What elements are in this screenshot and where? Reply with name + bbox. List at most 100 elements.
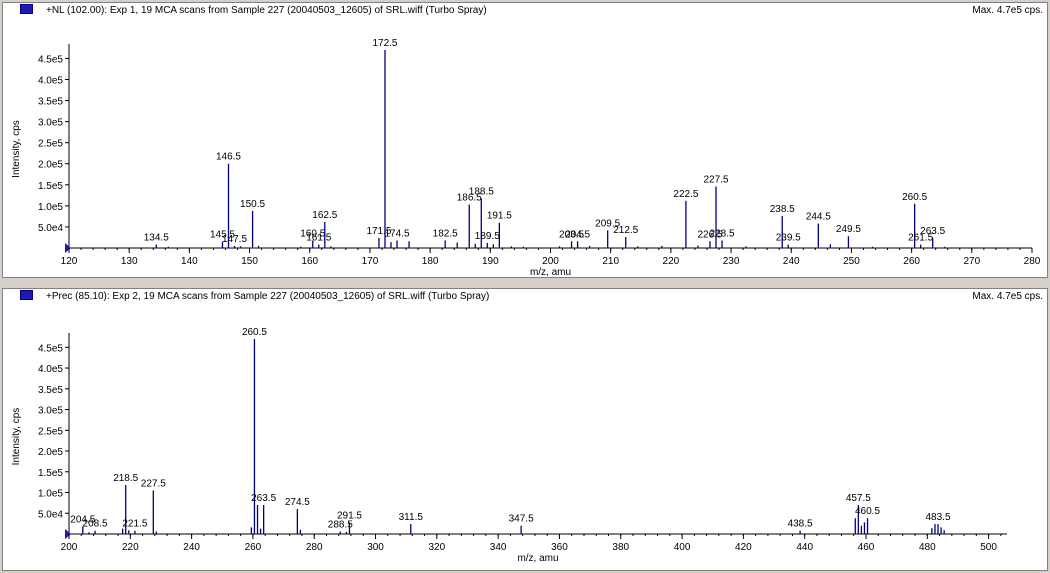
x-tick-label: 280 <box>306 542 323 553</box>
panel-header: +Prec (85.10): Exp 2, 19 MCA scans from … <box>3 289 1047 307</box>
peak-label: 438.5 <box>788 519 813 530</box>
x-axis-label: m/z, amu <box>530 267 571 277</box>
x-tick-label: 130 <box>121 256 138 267</box>
peak-label: 208.5 <box>83 519 108 530</box>
y-tick-label: 2.0e5 <box>38 160 63 171</box>
y-tick-label: 2.5e5 <box>38 426 63 437</box>
x-tick-label: 140 <box>181 256 198 267</box>
spectrum-panel-prec: +Prec (85.10): Exp 2, 19 MCA scans from … <box>2 288 1048 571</box>
peak-label: 291.5 <box>337 510 362 521</box>
spectrum-panel-nl: +NL (102.00): Exp 1, 19 MCA scans from S… <box>2 2 1048 278</box>
y-tick-label: 3.0e5 <box>38 406 63 417</box>
y-tick-label: 4.5e5 <box>38 343 63 354</box>
peak-label: 145.5 <box>210 230 235 241</box>
peak-label: 150.5 <box>240 199 265 210</box>
peak-label: 146.5 <box>216 152 241 163</box>
peak-label: 171.5 <box>366 226 391 237</box>
x-tick-label: 270 <box>963 256 980 267</box>
spectrum-chart-nl[interactable]: 5.0e4 1.0e5 1.5e5 2.0e5 2.5e5 3.0e5 3.5e5 4.0e5… <box>3 3 1047 277</box>
y-tick-label: 2.5e5 <box>38 139 63 150</box>
peak-label: 147.5 <box>222 234 247 245</box>
x-tick-label: 440 <box>796 542 813 553</box>
x-tick-label: 190 <box>482 256 499 267</box>
x-tick-label: 360 <box>551 542 568 553</box>
panel-title: +Prec (85.10): Exp 2, 19 MCA scans from … <box>46 291 490 302</box>
x-tick-label: 500 <box>980 542 997 553</box>
y-tick-label: 3.0e5 <box>38 118 63 129</box>
x-tick-label: 180 <box>422 256 439 267</box>
peak-label: 227.5 <box>704 174 729 185</box>
peak-label: 244.5 <box>806 212 831 223</box>
peak-label: 182.5 <box>433 228 458 239</box>
legend-swatch-icon[interactable] <box>20 4 33 14</box>
x-tick-label: 400 <box>674 542 691 553</box>
peak-label: 228.5 <box>710 228 735 239</box>
peak-label: 212.5 <box>613 225 638 236</box>
y-tick-label: 1.0e5 <box>38 489 63 500</box>
y-tick-label: 5.0e4 <box>38 223 63 234</box>
peak-label: 209.5 <box>595 218 620 229</box>
peak-label: 226.5 <box>697 229 722 240</box>
peak-label: 161.5 <box>306 233 331 244</box>
peak-label: 191.5 <box>487 211 512 222</box>
peak-label: 186.5 <box>457 193 482 204</box>
peak-label: 261.5 <box>908 233 933 244</box>
x-tick-label: 120 <box>61 256 78 267</box>
y-tick-label: 1.0e5 <box>38 202 63 213</box>
x-tick-label: 340 <box>490 542 507 553</box>
y-tick-label: 3.5e5 <box>38 385 63 396</box>
legend-swatch-icon[interactable] <box>20 290 33 300</box>
peak-label: 172.5 <box>372 38 397 49</box>
x-tick-label: 220 <box>663 256 680 267</box>
x-tick-label: 420 <box>735 542 752 553</box>
spectrum-chart-prec[interactable]: 5.0e4 1.0e5 1.5e5 2.0e5 2.5e5 3.0e5 3.5e5 4.0e5… <box>3 289 1047 570</box>
peak-label: 221.5 <box>122 519 147 530</box>
x-tick-label: 170 <box>362 256 379 267</box>
y-tick-label: 4.0e5 <box>38 75 63 86</box>
peak-label: 160.5 <box>300 228 325 239</box>
peak-label: 274.5 <box>285 497 310 508</box>
y-tick-label: 5.0e4 <box>38 509 63 520</box>
x-tick-label: 260 <box>903 256 920 267</box>
axis-marker-icon[interactable] <box>65 243 71 253</box>
y-tick-label: 4.5e5 <box>38 54 63 65</box>
x-tick-label: 250 <box>843 256 860 267</box>
x-tick-label: 210 <box>602 256 619 267</box>
peak-label: 222.5 <box>673 189 698 200</box>
x-tick-label: 230 <box>723 256 740 267</box>
peak-label: 260.5 <box>902 192 927 203</box>
peak-label: 260.5 <box>242 327 267 338</box>
peak-label: 189.5 <box>475 231 500 242</box>
peak-label: 218.5 <box>113 473 138 484</box>
x-tick-label: 240 <box>183 542 200 553</box>
max-intensity-label: Max. 4.7e5 cps. <box>972 5 1043 16</box>
peak-label: 457.5 <box>846 493 871 504</box>
peak-label: 204.5 <box>70 515 95 526</box>
peak-label: 188.5 <box>469 186 494 197</box>
peak-label: 460.5 <box>855 506 880 517</box>
x-tick-label: 320 <box>428 542 445 553</box>
y-tick-label: 1.5e5 <box>38 181 63 192</box>
x-tick-label: 380 <box>612 542 629 553</box>
peak-label: 238.5 <box>770 204 795 215</box>
peak-label: 174.5 <box>385 228 410 239</box>
x-tick-label: 150 <box>241 256 258 267</box>
x-tick-label: 460 <box>858 542 875 553</box>
x-tick-label: 300 <box>367 542 384 553</box>
peak-label: 239.5 <box>776 233 801 244</box>
panel-header: +NL (102.00): Exp 1, 19 MCA scans from S… <box>3 3 1047 21</box>
axis-marker-icon[interactable] <box>65 529 71 539</box>
peak-label: 347.5 <box>509 514 534 525</box>
peak-label: 311.5 <box>399 512 424 523</box>
y-tick-label: 4.0e5 <box>38 364 63 375</box>
peak-label: 288.5 <box>328 520 353 531</box>
x-tick-label: 480 <box>919 542 936 553</box>
peak-label: 204.5 <box>565 229 590 240</box>
peak-label: 263.5 <box>251 493 276 504</box>
x-axis-label: m/z, amu <box>517 553 558 564</box>
peak-label: 483.5 <box>926 512 951 523</box>
x-tick-label: 280 <box>1024 256 1041 267</box>
peak-label: 203.5 <box>559 229 584 240</box>
x-tick-label: 200 <box>61 542 78 553</box>
x-tick-label: 220 <box>122 542 139 553</box>
